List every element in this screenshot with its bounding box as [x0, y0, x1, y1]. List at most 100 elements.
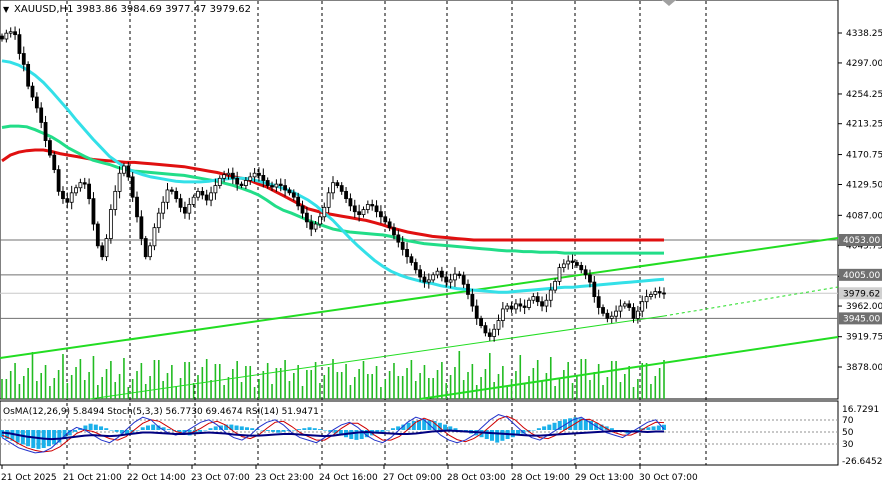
ohlc-values: 3983.86 3984.69 3977.47 3979.62 — [76, 4, 251, 15]
candle-body — [191, 196, 196, 205]
osma-bar — [302, 428, 307, 430]
osma-bar — [250, 428, 255, 430]
candle-body — [527, 299, 531, 308]
osma-bar — [396, 426, 401, 430]
candle-body — [296, 196, 301, 207]
osma-bar — [10, 430, 15, 441]
osma-bar — [552, 422, 557, 430]
candle-body — [69, 192, 74, 203]
candle-body — [479, 317, 483, 327]
time-tick-label: 21 Oct 2025 — [1, 473, 57, 483]
candle-body — [466, 283, 470, 295]
channel-upper-line[interactable] — [0, 237, 839, 359]
candle-body — [400, 241, 405, 250]
candle-body — [322, 206, 327, 218]
indicator-label: OsMA(12,26,9) 5.8494 Stoch(5,3,3) 56.773… — [3, 407, 319, 417]
osma-bar — [422, 419, 427, 430]
osma-bar — [359, 430, 364, 439]
time-tick-label: 22 Oct 14:00 — [127, 473, 186, 483]
channel-mid-line[interactable] — [89, 315, 665, 400]
candle-body — [509, 305, 514, 310]
candle-body — [148, 245, 152, 258]
osma-bar — [192, 430, 197, 434]
candle-body — [48, 140, 52, 156]
indicator-tick-label: 16.7291 — [842, 405, 879, 415]
candle-body — [474, 305, 479, 319]
candle-body — [100, 245, 105, 258]
osma-bar — [432, 421, 437, 430]
osma-bar — [234, 425, 239, 430]
osma-bar — [276, 430, 281, 433]
candle-body — [492, 328, 497, 337]
candle-body — [579, 265, 584, 271]
chart-shift-marker[interactable] — [662, 0, 676, 6]
osma-bar — [62, 430, 67, 439]
candle-body — [248, 176, 253, 181]
indicator-tick-label: 50 — [842, 428, 854, 438]
price-scale[interactable]: 4338.25 4297.00 4254.25 4213.25 4170.75 4129.… — [838, 29, 882, 373]
candle-body — [505, 305, 510, 310]
oscillator-series — [0, 414, 838, 454]
time-axis[interactable]: 21 Oct 2025 21 Oct 21:00 22 Oct 14:00 23 Oc… — [1, 465, 698, 483]
time-tick-label: 23 Oct 07:00 — [191, 473, 250, 483]
osma-bar — [380, 430, 385, 432]
time-tick-label: 27 Oct 09:00 — [383, 473, 442, 483]
candle-body — [17, 34, 22, 54]
ma-slow-line[interactable] — [1, 148, 664, 242]
osma-bar — [484, 430, 489, 439]
candle-body — [435, 270, 440, 276]
osma-bar — [208, 428, 213, 430]
osma-bar — [145, 425, 150, 430]
candle-body — [522, 305, 527, 308]
candle-body — [339, 185, 344, 192]
candle-body — [496, 320, 501, 330]
candle-body — [631, 307, 636, 319]
osma-bar — [203, 430, 208, 431]
candle-body — [514, 303, 518, 310]
candle-body — [117, 172, 122, 192]
candle-body — [413, 262, 418, 271]
price-tick-label: 4045.75 — [846, 241, 882, 251]
candle-body — [448, 279, 453, 283]
candle-body — [204, 194, 209, 201]
osma-bar — [297, 429, 302, 430]
ma-mid-line[interactable] — [1, 124, 664, 255]
time-tick-label: 29 Oct 13:00 — [575, 473, 634, 483]
time-tick-label: 28 Oct 03:00 — [447, 473, 506, 483]
price-tick-label: 4254.25 — [846, 90, 882, 100]
indicator-tick-label: 30 — [842, 440, 854, 450]
candle-body — [91, 198, 96, 225]
candle-body — [518, 303, 523, 307]
candle-body — [287, 189, 292, 194]
osma-bar — [401, 424, 406, 430]
candlestick-series — [0, 26, 666, 342]
indicator-tick-label: -26.6452 — [842, 457, 882, 467]
candle-body — [653, 291, 658, 295]
osma-bar — [531, 430, 536, 431]
candle-body — [418, 269, 423, 278]
candle-body — [439, 270, 444, 278]
main-plot-area[interactable] — [0, 0, 839, 400]
candle-body — [596, 296, 601, 308]
osma-bar — [151, 424, 156, 430]
candle-body — [566, 260, 571, 265]
osma-bar — [281, 430, 286, 432]
candle-body — [82, 182, 87, 185]
candle-body — [622, 303, 627, 307]
candle-body — [13, 31, 17, 36]
channel-lower-line[interactable] — [419, 336, 839, 400]
chevron-down-icon[interactable]: ▼ — [3, 5, 10, 14]
time-tick-label: 21 Oct 21:00 — [63, 473, 122, 483]
candle-body — [209, 192, 213, 201]
price-tick-label: 3919.75 — [846, 333, 882, 343]
osma-bar — [291, 430, 296, 431]
osma-bar — [135, 430, 140, 431]
osma-bar — [224, 424, 229, 430]
candle-body — [122, 165, 126, 174]
osma-bar — [125, 430, 130, 435]
osma-bar — [20, 430, 25, 445]
osma-bar — [255, 429, 260, 430]
